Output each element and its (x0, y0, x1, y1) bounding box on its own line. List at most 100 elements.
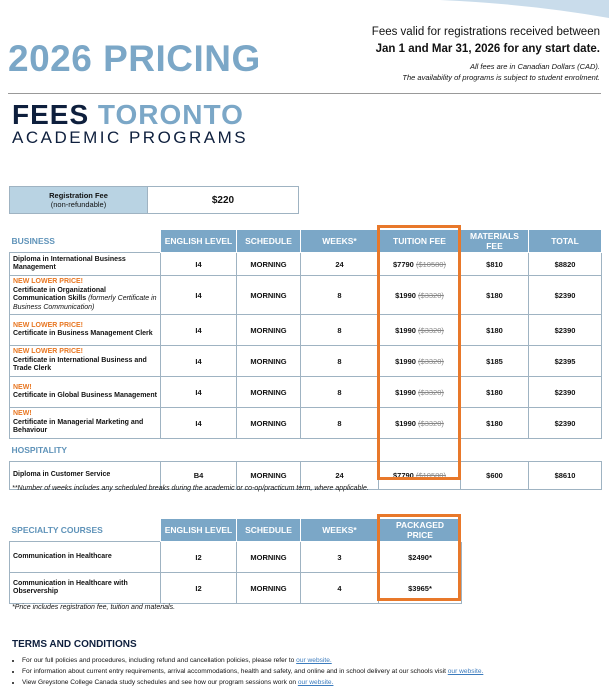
schedule-cell: MORNING (236, 275, 301, 315)
program-name: Certificate in International Business an… (13, 356, 147, 373)
section-subheading: ACADEMIC PROGRAMS (12, 128, 249, 147)
column-header: TOTAL (528, 229, 602, 253)
tuition: $1990 (395, 325, 416, 335)
validity-line: Fees valid for registrations received be… (371, 26, 600, 38)
corner-decoration (440, 0, 609, 18)
column-header: WEEKS* (300, 229, 379, 253)
weeks-cell: 3 (300, 541, 379, 573)
badge: NEW! (13, 383, 32, 391)
program-note: (formerly Certificate in Business Commun… (13, 295, 157, 311)
weeks-cell: 8 (300, 275, 379, 315)
header-row: BUSINESS ENGLISH LEVEL SCHEDULE WEEKS* TUITI… (9, 229, 602, 253)
schedule-cell: MORNING (236, 572, 301, 604)
terms-item: View Greystone College Canada study sche… (22, 677, 483, 688)
highlight-box (377, 225, 461, 480)
registration-fee: Registration Fee (non-refundable) $220 (9, 186, 299, 214)
note: All fees are in Canadian Dollars (CAD). (469, 62, 600, 71)
column-header: SPECIALTY COURSES (9, 518, 161, 542)
tuition-cell: $1990 ($3320) (378, 345, 461, 377)
program-cell: NEW! Certificate in Global Business Manag… (9, 376, 161, 408)
schedule-cell: MORNING (236, 314, 301, 346)
program-name: Certificate in Organizational Communicat… (13, 286, 106, 303)
tuition: $1990 (395, 356, 416, 366)
level-cell: I4 (160, 345, 237, 377)
program-name: Certificate in Global Business Managemen… (13, 392, 157, 399)
validity: Fees valid for registrations received be… (372, 24, 600, 58)
program-row: NEW! Certificate in Global Business Manag… (9, 376, 602, 408)
column-header: MATERIALS FEE (460, 229, 529, 253)
total-cell: $2395 (528, 345, 602, 377)
total-cell: $8610 (528, 461, 602, 490)
tuition: $7790 (393, 471, 414, 480)
old-tuition: ($3320) (418, 325, 444, 335)
level-cell: I4 (160, 314, 237, 346)
highlight-box (377, 514, 461, 601)
column-header: ENGLISH LEVEL (160, 229, 237, 253)
old-tuition: ($10580) (415, 259, 446, 269)
website-link[interactable]: our website. (296, 657, 332, 664)
terms-item: For our full policies and procedures, in… (22, 655, 483, 666)
website-link[interactable]: our website. (447, 668, 484, 675)
program-cell: NEW! Certificate in Managerial Marketing … (9, 407, 161, 439)
column-header: WEEKS* (300, 518, 379, 542)
total-cell: $2390 (528, 407, 602, 439)
program-row: Diploma in International Business Manage… (9, 252, 602, 276)
schedule-cell: MORNING (236, 376, 301, 408)
footnote: **Number of weeks includes any scheduled… (12, 485, 369, 492)
level-cell: B4 (160, 461, 237, 490)
old-tuition: ($3320) (418, 418, 444, 428)
program-row: Diploma in Customer Service B4 MORNING 24 $7… (9, 461, 602, 490)
terms-item: For information about current entry requ… (22, 666, 483, 677)
divider (8, 93, 601, 94)
price-cell: $2490* (378, 541, 462, 573)
section-heading: FEES TORONTO (12, 99, 244, 131)
column-header: TUITION FEE (378, 229, 461, 253)
weeks-cell: 8 (300, 407, 379, 439)
footnote: *Price includes registration fee, tuitio… (12, 604, 176, 611)
schedule-cell: MORNING (236, 407, 301, 439)
program-cell: Diploma in Customer Service (9, 461, 161, 490)
city: TORONTO (97, 99, 244, 130)
schedule-cell: MORNING (236, 345, 301, 377)
total-cell: $2390 (528, 314, 602, 346)
total-cell: $8820 (528, 252, 602, 276)
tuition: $1990 (395, 290, 416, 300)
registration-label: Registration Fee (non-refundable) (9, 186, 148, 214)
level-cell: I4 (160, 407, 237, 439)
materials-cell: $180 (460, 376, 529, 408)
terms-text: View Greystone College Canada study sche… (22, 679, 298, 686)
column-header: BUSINESS (9, 229, 161, 253)
course-row: Communication in Healthcare with Observe… (9, 572, 462, 604)
level-cell: I2 (160, 572, 237, 604)
tuition-cell: $7790 ($10580) (378, 252, 461, 276)
note: The availability of programs is subject … (402, 73, 600, 82)
tuition: $7790 (393, 259, 414, 269)
label: Registration Fee (49, 191, 108, 200)
validity-dates: Jan 1 and Mar 31, 2026 for any start dat… (375, 43, 600, 55)
program-cell: NEW LOWER PRICE! Certificate in Internati… (9, 345, 161, 377)
heading-word: FEES (12, 99, 90, 130)
materials-cell: $180 (460, 314, 529, 346)
weeks-cell: 8 (300, 376, 379, 408)
program-name: Diploma in International Business Manage… (13, 255, 126, 272)
total-cell: $2390 (528, 275, 602, 315)
pricing-table: BUSINESS ENGLISH LEVEL SCHEDULE WEEKS* TUITI… (9, 229, 602, 490)
old-tuition: ($3320) (418, 387, 444, 397)
tuition-cell: $1990 ($3320) (378, 407, 461, 439)
level-cell: I4 (160, 275, 237, 315)
weeks-cell: 24 (300, 461, 379, 490)
terms-text: For our full policies and procedures, in… (22, 657, 297, 664)
weeks-cell: 4 (300, 572, 379, 604)
program-name: Communication in Healthcare (13, 552, 112, 560)
old-tuition: ($3320) (418, 356, 444, 366)
weeks-cell: 24 (300, 252, 379, 276)
specialty-table: SPECIALTY COURSES ENGLISH LEVEL SCHEDULE WE… (9, 518, 462, 604)
column-header: ENGLISH LEVEL (160, 518, 237, 542)
website-link[interactable]: our website. (297, 679, 334, 686)
registration-amount: $220 (147, 186, 299, 214)
course-row: Communication in Healthcare I2 MORNING 3 $24… (9, 541, 462, 573)
program-row: NEW LOWER PRICE! Certificate in Business … (9, 314, 602, 346)
level-cell: I2 (160, 541, 237, 573)
column-header: PACKAGED PRICE (378, 518, 462, 542)
